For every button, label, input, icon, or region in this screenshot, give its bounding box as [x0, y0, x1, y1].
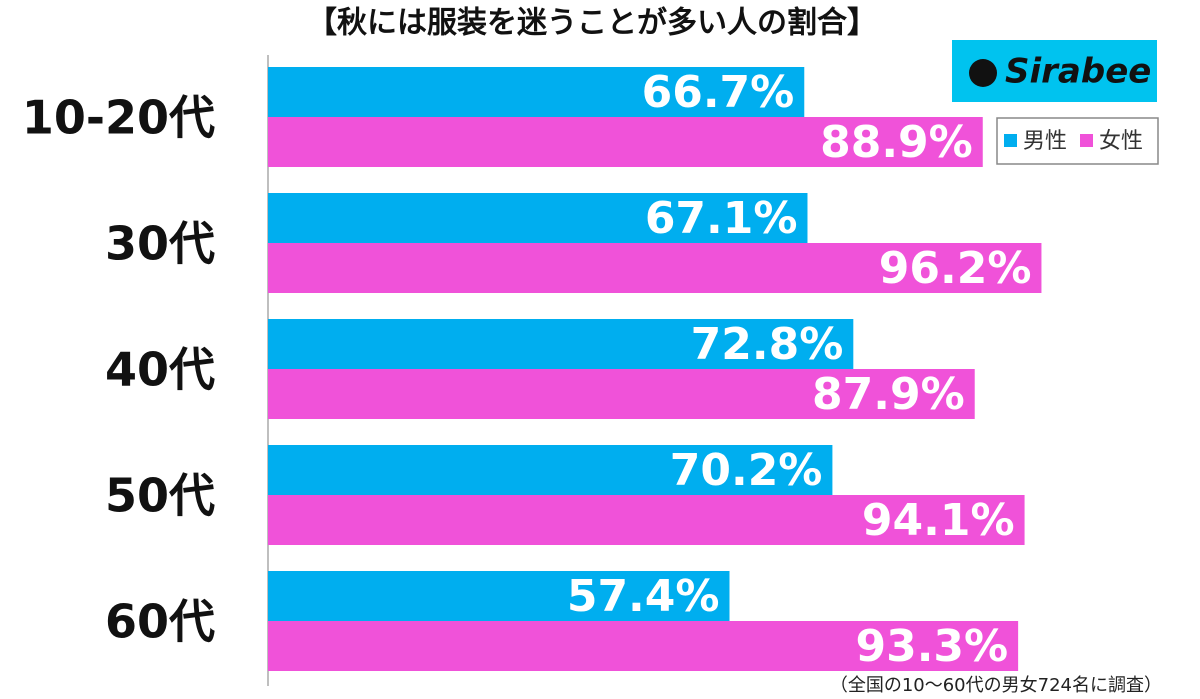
- value-label: 93.3%: [855, 621, 1008, 672]
- y-tick-label: 10-20代: [22, 91, 215, 145]
- logo-icon: [969, 59, 997, 87]
- legend-box: [996, 117, 1159, 165]
- chart-title: 【秋には服装を迷うことが多い人の割合】: [307, 6, 877, 41]
- value-label: 94.1%: [862, 495, 1015, 546]
- bar: [268, 571, 730, 621]
- bar: [268, 193, 808, 243]
- legend-label: 男性: [1023, 129, 1067, 154]
- footnote: （全国の10〜60代の男女724名に調査）: [830, 675, 1162, 696]
- legend-label: 女性: [1099, 129, 1143, 154]
- bar: [268, 319, 854, 369]
- bar: [268, 67, 805, 117]
- bar: [268, 495, 1025, 545]
- legend-swatch: [1080, 134, 1093, 147]
- bar: [268, 243, 1042, 293]
- value-label: 87.9%: [812, 369, 965, 420]
- value-label: 96.2%: [879, 243, 1032, 294]
- value-label: 70.2%: [670, 445, 823, 496]
- legend-swatch: [1004, 134, 1017, 147]
- bar: [268, 369, 975, 419]
- bar: [268, 117, 983, 167]
- y-tick-label: 30代: [105, 217, 215, 271]
- value-label: 88.9%: [820, 117, 973, 168]
- value-label: 67.1%: [645, 193, 798, 244]
- bar: [268, 621, 1019, 671]
- y-tick-label: 50代: [105, 469, 215, 523]
- value-label: 66.7%: [642, 67, 795, 118]
- y-tick-label: 60代: [105, 595, 215, 649]
- value-label: 57.4%: [567, 571, 720, 622]
- y-tick-label: 40代: [105, 343, 215, 397]
- bar: [268, 445, 833, 495]
- logo: Sirabee: [1005, 52, 1151, 92]
- value-label: 72.8%: [691, 319, 844, 370]
